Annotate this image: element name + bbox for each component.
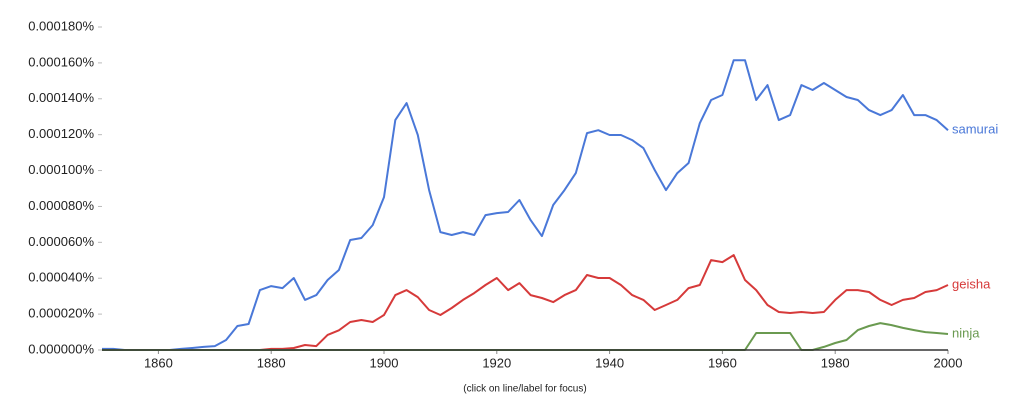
x-tick-label: 1880 [257,355,286,370]
y-tick-label: 0.000180% [28,18,94,33]
x-tick-label: 1940 [595,355,624,370]
x-tick-label: 1860 [144,355,173,370]
series-line[interactable] [102,59,949,351]
x-tick-label: 1900 [370,355,399,370]
x-tick-label: 1960 [708,355,737,370]
annotation: (click on line/label for focus) [463,384,586,395]
x-tick-label: 1920 [482,355,511,370]
y-tick-label: 0.000060% [28,234,94,249]
y-tick-label: 0.000040% [28,270,94,285]
y-tick-label: 0.000020% [28,306,94,321]
y-tick-label: 0.000080% [28,198,94,213]
x-tick-label: 2000 [934,355,963,370]
series-label[interactable]: geisha [952,276,991,291]
series-label[interactable]: ninja [952,325,980,340]
y-tick-label: 0.000100% [28,162,94,177]
series-label[interactable]: samurai [952,122,998,137]
y-tick-label: 0.000120% [28,126,94,141]
x-tick-label: 1980 [821,355,850,370]
y-tick-label: 0.000140% [28,90,94,105]
y-tick-label: 0.000160% [28,54,94,69]
y-tick-label: 0.000000% [28,341,94,356]
